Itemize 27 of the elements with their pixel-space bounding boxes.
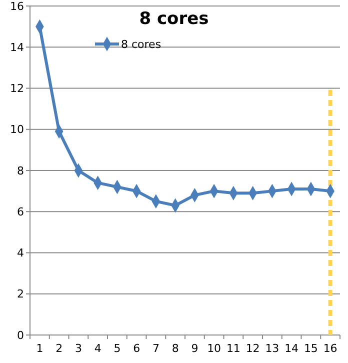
y-tick-label: 0 — [17, 328, 24, 342]
y-tick-label: 4 — [17, 246, 24, 260]
x-tick-label: 10 — [207, 342, 222, 355]
x-tick-label: 13 — [265, 342, 280, 355]
x-tick-label: 7 — [152, 342, 160, 355]
x-tick-label: 4 — [94, 342, 102, 355]
x-tick-label: 3 — [74, 342, 82, 355]
x-tick-label: 14 — [284, 342, 299, 355]
x-tick-label: 5 — [114, 342, 121, 355]
x-tick-label: 11 — [226, 342, 240, 355]
y-tick-label: 6 — [17, 205, 24, 218]
x-tick-label: 6 — [133, 342, 140, 355]
legend-label: 8 cores — [121, 38, 162, 51]
x-tick-label: 16 — [323, 342, 338, 355]
y-tick-label: 16 — [10, 0, 24, 13]
chart-title: 8 cores — [139, 9, 209, 29]
x-tick-label: 12 — [246, 342, 260, 355]
x-tick-label: 1 — [36, 342, 44, 355]
x-tick-label: 8 — [172, 342, 179, 355]
x-tick-label: 2 — [56, 342, 63, 355]
y-tick-label: 10 — [10, 123, 24, 136]
x-tick-label: 15 — [304, 342, 318, 355]
y-tick-label: 12 — [10, 82, 24, 96]
x-tick-label: 9 — [191, 342, 198, 355]
y-tick-label: 2 — [17, 288, 24, 301]
y-tick-label: 8 — [17, 164, 24, 178]
y-tick-label: 14 — [10, 40, 24, 54]
